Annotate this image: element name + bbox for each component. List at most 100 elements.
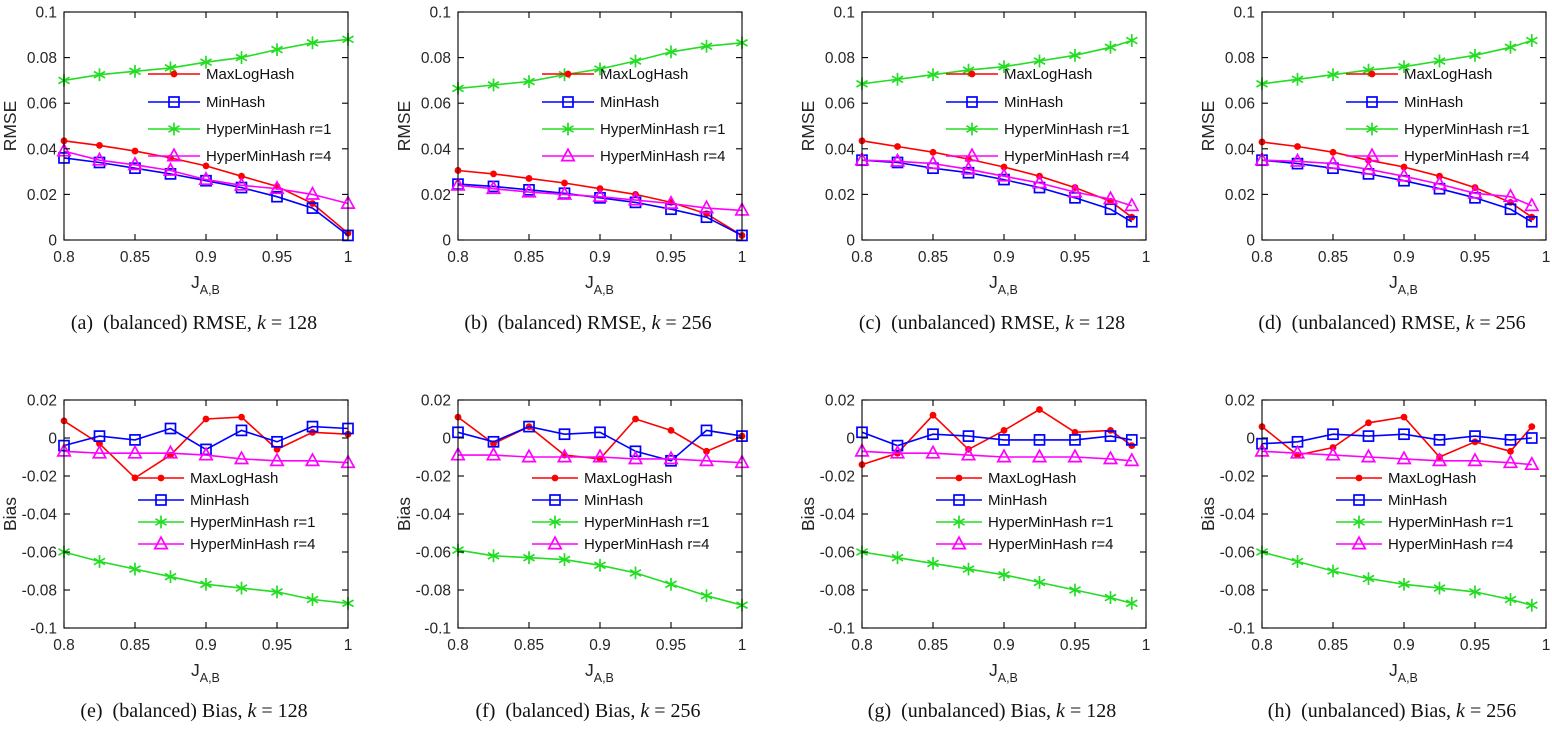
svg-text:HyperMinHash r=4: HyperMinHash r=4 — [988, 536, 1113, 553]
svg-text:HyperMinHash r=1: HyperMinHash r=1 — [988, 514, 1113, 531]
svg-text:0.04: 0.04 — [421, 141, 452, 158]
svg-text:0.02: 0.02 — [825, 393, 855, 410]
chart-balanced-bias-k128: 0.8 0.85 0.9 0.95 1 -0.1 -0.08 -0.06 -0.04 -0.02 0… — [0, 393, 356, 685]
svg-text:1: 1 — [738, 637, 747, 654]
chart-unbalanced-bias-k128: 0.8 0.85 0.9 0.95 1 -0.1 -0.08 -0.06 -0.04 -0.02 0… — [798, 393, 1150, 686]
svg-text:0.95: 0.95 — [1460, 249, 1490, 266]
subplot-g: 0.8 0.85 0.9 0.95 1 -0.1 -0.08 -0.06 -0.04 -0.02 0… — [798, 388, 1186, 724]
svg-text:0: 0 — [48, 233, 57, 250]
svg-text:-0.02: -0.02 — [820, 469, 855, 486]
svg-text:0.1: 0.1 — [1233, 5, 1255, 22]
caption-g-text: (g) (unbalanced) Bias, — [867, 700, 1057, 722]
svg-text:0.06: 0.06 — [421, 96, 451, 113]
caption-a-text: (a) (balanced) RMSE, — [70, 312, 257, 334]
svg-text:0.8: 0.8 — [1251, 249, 1273, 266]
subplot-grid: 0.8 0.85 0.9 0.95 1 0 0.02 0.04 0.06 0.08 0.1 RMSE J… — [0, 0, 1552, 724]
svg-text:1: 1 — [1542, 637, 1551, 654]
svg-text:-0.04: -0.04 — [1220, 507, 1256, 524]
subplot-f: 0.8 0.85 0.9 0.95 1 -0.1 -0.08 -0.06 -0.04 -0.02 0… — [394, 388, 782, 724]
svg-text:0.85: 0.85 — [918, 637, 948, 654]
svg-text:RMSE: RMSE — [394, 101, 414, 152]
caption-h: (h) (unbalanced) Bias, k = 256 — [1198, 698, 1552, 724]
svg-text:0.85: 0.85 — [120, 637, 150, 654]
svg-text:MinHash: MinHash — [1404, 94, 1463, 111]
caption-b-kvar: k — [651, 312, 661, 334]
svg-text:HyperMinHash r=1: HyperMinHash r=1 — [584, 514, 709, 531]
caption-c-text: (c) (unbalanced) RMSE, — [858, 312, 1065, 334]
svg-text:0.9: 0.9 — [195, 637, 217, 654]
caption-d-value: = 256 — [1474, 312, 1526, 334]
svg-text:0.02: 0.02 — [421, 187, 451, 204]
svg-text:0.85: 0.85 — [514, 249, 544, 266]
svg-text:0: 0 — [1246, 431, 1255, 448]
svg-text:0.95: 0.95 — [1460, 637, 1490, 654]
svg-text:-0.08: -0.08 — [1220, 583, 1255, 600]
svg-text:RMSE: RMSE — [798, 101, 818, 152]
subplot-c: 0.8 0.85 0.9 0.95 1 0 0.02 0.04 0.06 0.08 0.1 RMSE J… — [798, 0, 1186, 336]
subplot-h: 0.8 0.85 0.9 0.95 1 -0.1 -0.08 -0.06 -0.04 -0.02 0… — [1198, 388, 1552, 724]
svg-text:RMSE: RMSE — [1198, 101, 1218, 152]
caption-d-kvar: k — [1465, 312, 1475, 334]
svg-text:JA,B: JA,B — [989, 272, 1018, 297]
caption-b: (b) (balanced) RMSE, k = 256 — [394, 310, 782, 336]
svg-text:-0.06: -0.06 — [820, 545, 855, 562]
svg-text:0.9: 0.9 — [195, 249, 217, 266]
svg-text:0.85: 0.85 — [1318, 249, 1348, 266]
svg-text:Bias: Bias — [798, 497, 818, 531]
caption-d-text: (d) (unbalanced) RMSE, — [1258, 312, 1466, 334]
svg-text:RMSE: RMSE — [0, 101, 20, 152]
svg-text:0.95: 0.95 — [262, 249, 292, 266]
svg-text:1: 1 — [1542, 249, 1551, 266]
svg-text:HyperMinHash r=1: HyperMinHash r=1 — [206, 121, 331, 138]
svg-text:HyperMinHash r=4: HyperMinHash r=4 — [1004, 148, 1129, 165]
caption-b-text: (b) (balanced) RMSE, — [464, 312, 652, 334]
svg-text:0.8: 0.8 — [53, 637, 75, 654]
svg-text:0.04: 0.04 — [1225, 141, 1256, 158]
svg-text:0.9: 0.9 — [993, 637, 1015, 654]
subplot-b: 0.8 0.85 0.9 0.95 1 0 0.02 0.04 0.06 0.08 0.1 RMSE J… — [394, 0, 782, 336]
svg-text:0.08: 0.08 — [1225, 50, 1255, 67]
svg-text:0: 0 — [1246, 233, 1255, 250]
caption-e-value: = 128 — [256, 700, 308, 722]
svg-text:HyperMinHash r=4: HyperMinHash r=4 — [190, 536, 315, 553]
svg-text:-0.02: -0.02 — [22, 469, 57, 486]
svg-text:0.1: 0.1 — [833, 5, 855, 22]
svg-text:-0.08: -0.08 — [820, 583, 855, 600]
caption-g-kvar: k — [1056, 700, 1065, 722]
svg-text:0: 0 — [846, 233, 855, 250]
svg-text:0.95: 0.95 — [656, 637, 686, 654]
svg-text:MaxLogHash: MaxLogHash — [988, 470, 1076, 487]
caption-f-value: = 256 — [649, 700, 701, 722]
caption-e-kvar: k — [247, 700, 257, 722]
svg-text:0: 0 — [846, 431, 855, 448]
caption-g: (g) (unbalanced) Bias, k = 128 — [798, 698, 1186, 724]
svg-text:MinHash: MinHash — [206, 94, 265, 111]
caption-h-value: = 256 — [1464, 700, 1517, 722]
svg-text:MinHash: MinHash — [600, 94, 659, 111]
svg-text:0.85: 0.85 — [918, 249, 948, 266]
svg-text:0.95: 0.95 — [262, 637, 292, 654]
svg-text:HyperMinHash r=1: HyperMinHash r=1 — [190, 514, 315, 531]
svg-text:HyperMinHash r=4: HyperMinHash r=4 — [206, 148, 331, 165]
chart-balanced-bias-k256: 0.8 0.85 0.9 0.95 1 -0.1 -0.08 -0.06 -0.04 -0.02 0… — [394, 393, 750, 685]
svg-text:0.8: 0.8 — [851, 249, 873, 266]
caption-f: (f) (balanced) Bias, k = 256 — [394, 698, 782, 724]
chart-unbalanced-bias-k256: 0.8 0.85 0.9 0.95 1 -0.1 -0.08 -0.06 -0.04 -0.02 0… — [1198, 393, 1551, 686]
svg-text:-0.08: -0.08 — [22, 583, 57, 600]
svg-text:1: 1 — [344, 249, 353, 266]
svg-text:0.85: 0.85 — [120, 249, 150, 266]
svg-text:0.95: 0.95 — [1060, 637, 1090, 654]
svg-text:HyperMinHash r=4: HyperMinHash r=4 — [600, 148, 725, 165]
svg-text:MaxLogHash: MaxLogHash — [600, 66, 688, 83]
svg-text:0.1: 0.1 — [429, 5, 451, 22]
svg-text:JA,B: JA,B — [191, 660, 220, 685]
svg-text:HyperMinHash r=4: HyperMinHash r=4 — [1404, 148, 1529, 165]
svg-text:0.06: 0.06 — [825, 96, 855, 113]
caption-a-value: = 128 — [265, 312, 318, 334]
subplot-d: 0.8 0.85 0.9 0.95 1 0 0.02 0.04 0.06 0.08 0.1 RMSE J… — [1198, 0, 1552, 336]
svg-text:-0.1: -0.1 — [30, 621, 57, 638]
svg-text:0.08: 0.08 — [825, 50, 855, 67]
caption-h-kvar: k — [1456, 700, 1465, 722]
svg-text:0.02: 0.02 — [825, 187, 855, 204]
svg-text:1: 1 — [1142, 249, 1151, 266]
